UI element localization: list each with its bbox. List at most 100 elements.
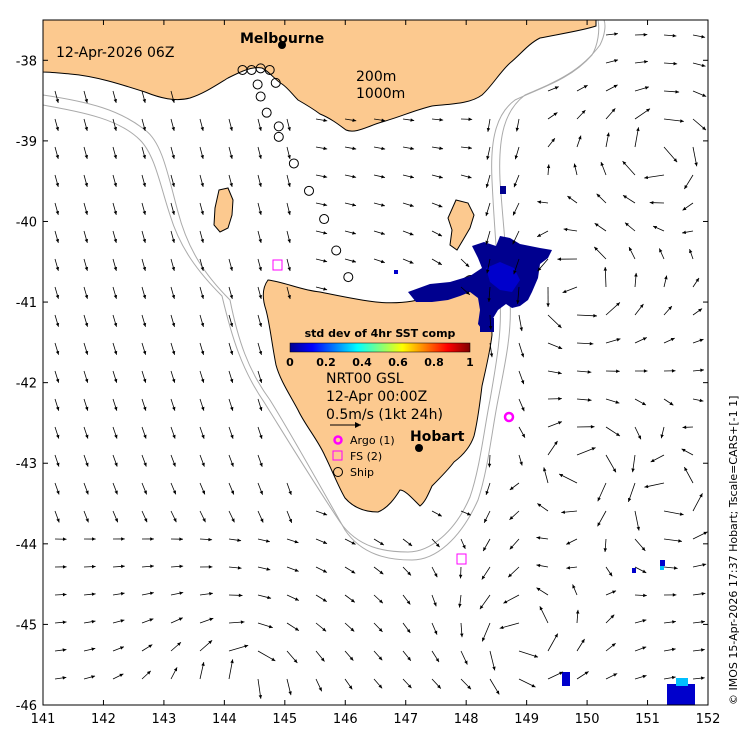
current-vector-head	[649, 200, 654, 205]
current-vector-head	[258, 211, 262, 215]
current-vector-head	[380, 259, 385, 264]
current-vector-head	[229, 322, 234, 327]
current-vector-head	[600, 161, 604, 166]
current-vector-head	[613, 84, 618, 89]
current-vector-head	[171, 154, 175, 159]
current-vector-head	[55, 182, 60, 187]
current-vector-head	[653, 225, 658, 230]
current-vector-head	[614, 32, 618, 36]
current-vector-head	[323, 174, 328, 179]
current-vector-head	[642, 619, 647, 623]
x-tick-label: 142	[91, 712, 116, 727]
current-vector-head	[622, 195, 627, 199]
current-vector-head	[670, 338, 675, 342]
current-vector-head	[509, 516, 514, 520]
current-vector-head	[351, 541, 356, 545]
current-vector-head	[509, 486, 514, 490]
current-vector-head	[553, 112, 558, 116]
ship-marker	[343, 272, 354, 283]
current-vector-head	[409, 203, 414, 207]
current-vector-head	[258, 239, 262, 243]
current-vector-head	[171, 98, 175, 103]
colorbar-gradient	[289, 342, 471, 353]
current-vector-head	[56, 490, 60, 495]
y-tick-label: -42	[16, 377, 37, 392]
current-vector-head	[55, 210, 60, 215]
current-vector-head	[84, 154, 88, 159]
current-vector-head	[460, 633, 464, 638]
current-vector-head	[514, 155, 519, 160]
current-vector-head	[55, 126, 59, 131]
ship-marker	[304, 185, 314, 196]
current-vector-head	[268, 624, 273, 629]
current-vector-head	[612, 468, 616, 473]
current-vector-head	[350, 598, 355, 603]
colorbar-tick-label: 1	[466, 356, 474, 369]
current-vector-head	[572, 584, 576, 589]
current-vector-head	[485, 240, 489, 245]
current-vector-head	[646, 108, 651, 113]
current-vector-head	[143, 518, 148, 523]
current-vector-head	[91, 647, 96, 651]
current-vector-head	[437, 232, 442, 237]
current-vector-head	[209, 617, 214, 622]
current-vector-head	[84, 98, 88, 103]
current-vector-head	[681, 448, 686, 453]
current-vector-head	[85, 406, 89, 411]
current-vector-head	[119, 646, 124, 650]
current-vector-head	[113, 266, 118, 271]
current-vector-head	[689, 249, 693, 254]
current-vector-head	[594, 223, 599, 227]
current-vector-head	[84, 266, 89, 271]
current-vector-head	[702, 126, 706, 131]
legend-argo-icon	[333, 435, 343, 445]
current-vector-head	[287, 239, 291, 243]
current-vector-head	[558, 396, 562, 401]
current-vector-head	[142, 294, 147, 299]
current-vector-head	[406, 600, 411, 605]
current-vector-head	[521, 433, 525, 438]
current-vector-head	[119, 673, 124, 678]
current-vector-head	[143, 462, 147, 467]
current-vector-head	[142, 154, 146, 159]
current-vector-head	[113, 154, 117, 159]
current-vector-head	[622, 161, 627, 165]
current-vector-head	[179, 591, 184, 595]
current-vector-head	[267, 595, 272, 600]
x-tick-label: 141	[31, 712, 56, 727]
current-vector-head	[259, 406, 263, 411]
current-vector-head	[352, 203, 357, 207]
current-vector-head	[613, 673, 618, 677]
current-vector-head	[56, 462, 60, 467]
legend-fs-label: FS (2)	[350, 450, 382, 463]
current-vector-head	[323, 118, 328, 122]
current-vector-head	[294, 568, 299, 572]
velocity-scale-arrow	[330, 422, 361, 428]
current-vector-head	[644, 86, 649, 90]
current-vector-head	[322, 627, 327, 632]
ship-marker	[252, 79, 263, 90]
current-vector-head	[171, 182, 175, 187]
current-vector-head	[173, 667, 178, 672]
current-vector-head	[379, 599, 383, 604]
current-vector-head	[698, 308, 703, 313]
side-credit: © IMOS 15-Apr-2026 17:37 Hobart; Tscale=…	[727, 396, 740, 705]
current-vector-head	[378, 628, 383, 632]
current-vector-head	[146, 670, 151, 675]
current-vector-head	[142, 378, 147, 383]
current-vector-head	[554, 440, 558, 445]
current-vector-head	[479, 605, 484, 610]
current-vector-head	[288, 490, 292, 495]
current-vector-head	[350, 627, 355, 632]
current-vector-head	[113, 98, 117, 103]
current-vector-head	[678, 539, 682, 543]
y-tick-label: -38	[16, 54, 37, 69]
current-vector-head	[55, 350, 60, 355]
current-vector-head	[201, 434, 205, 439]
sst-data-patches	[394, 186, 695, 705]
current-vector-head	[668, 306, 672, 310]
legend-argo-label: Argo (1)	[350, 434, 395, 447]
current-vector-head	[465, 263, 470, 267]
current-vector-head	[62, 565, 67, 569]
current-vector-head	[481, 575, 486, 580]
